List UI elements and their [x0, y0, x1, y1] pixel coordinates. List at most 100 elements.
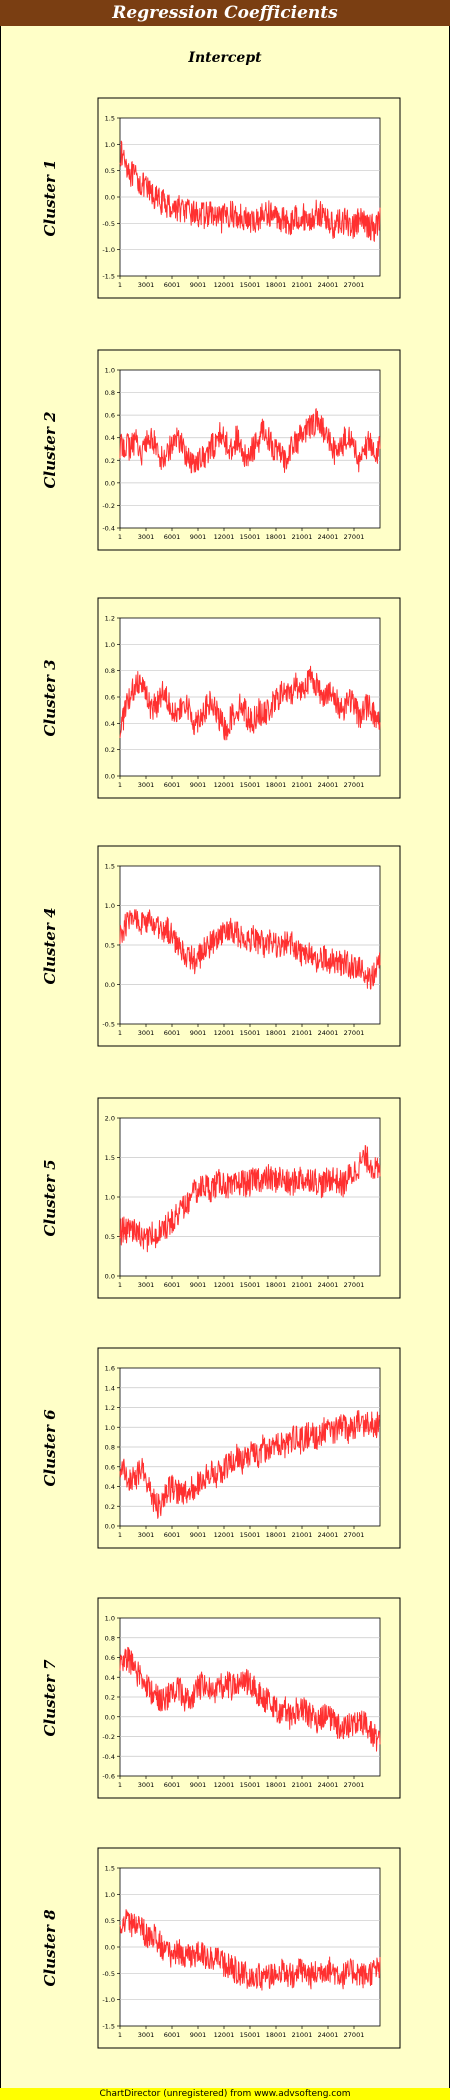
y-tick-label: 0.5: [105, 167, 115, 175]
x-tick-label: 6001: [164, 533, 181, 541]
x-tick-label: 6001: [164, 1781, 181, 1789]
y-tick-label: -0.4: [102, 525, 115, 533]
y-tick-label: 0.8: [105, 1634, 115, 1642]
y-tick-label: 1.6: [105, 1365, 115, 1373]
y-tick-label: 1.2: [105, 615, 115, 623]
x-tick-label: 18001: [266, 533, 287, 541]
x-tick-label: 24001: [318, 1781, 339, 1789]
y-tick-label: -1.0: [102, 1996, 115, 2004]
y-tick-label: 0.4: [105, 1483, 115, 1491]
x-tick-label: 24001: [318, 2031, 339, 2039]
x-tick-label: 18001: [266, 781, 287, 789]
y-tick-label: 0.6: [105, 694, 115, 702]
y-tick-label: -0.5: [102, 1021, 115, 1029]
x-tick-label: 18001: [266, 2031, 287, 2039]
x-tick-label: 6001: [164, 1029, 181, 1037]
x-tick-label: 21001: [292, 281, 313, 289]
x-tick-label: 12001: [214, 1029, 235, 1037]
y-tick-label: 1.5: [105, 1865, 115, 1873]
x-tick-label: 9001: [190, 533, 207, 541]
x-tick-label: 3001: [138, 1029, 155, 1037]
series-line: [119, 665, 381, 741]
y-tick-label: 0.4: [105, 1674, 115, 1682]
x-tick-label: 15001: [240, 281, 261, 289]
x-tick-label: 15001: [240, 1531, 261, 1539]
series-line: [119, 140, 381, 242]
y-tick-label: 0.0: [105, 1273, 115, 1281]
chart-2: 1.0 0.8 0.6 0.4 0.2 0.0 -0.2 -0.41 3001 6001 9001 1…: [97, 349, 401, 551]
series-line: [119, 408, 381, 474]
y-tick-label: 0.6: [105, 1463, 115, 1471]
x-tick-label: 27001: [344, 1029, 365, 1037]
x-tick-label: 21001: [292, 781, 313, 789]
x-tick-label: 1: [118, 281, 122, 289]
x-tick-label: 1: [118, 1531, 122, 1539]
chart-1: 1.5 1.0 0.5 0.0 -0.5 -1.0 -1.51 3001 6001 9001 120…: [97, 97, 401, 299]
series-line: [119, 1410, 381, 1519]
y-tick-label: -0.5: [102, 1970, 115, 1978]
y-tick-label: 0.4: [105, 720, 115, 728]
x-tick-label: 12001: [214, 1281, 235, 1289]
footer-credit: ChartDirector (unregistered) from www.ad…: [0, 2088, 450, 2100]
y-tick-label: 1.0: [105, 1424, 115, 1432]
x-tick-label: 6001: [164, 1281, 181, 1289]
series-line: [119, 909, 381, 990]
x-tick-label: 24001: [318, 533, 339, 541]
y-tick-label: 1.5: [105, 1154, 115, 1162]
y-tick-label: 0.0: [105, 981, 115, 989]
y-tick-label: 1.5: [105, 115, 115, 123]
x-tick-label: 12001: [214, 1531, 235, 1539]
x-tick-label: 21001: [292, 1531, 313, 1539]
chart-8: 1.5 1.0 0.5 0.0 -0.5 -1.0 -1.51 3001 6001 9001 120…: [97, 1847, 401, 2049]
x-tick-label: 1: [118, 533, 122, 541]
x-tick-label: 27001: [344, 533, 365, 541]
x-tick-label: 1: [118, 781, 122, 789]
series-line: [119, 1909, 381, 1991]
page-title: Regression Coefficients: [0, 0, 450, 26]
x-tick-label: 27001: [344, 1281, 365, 1289]
y-tick-label: -0.6: [102, 1773, 115, 1781]
x-tick-label: 6001: [164, 2031, 181, 2039]
x-tick-label: 15001: [240, 533, 261, 541]
y-tick-label: 0.2: [105, 1694, 115, 1702]
y-tick-label: 0.2: [105, 457, 115, 465]
x-tick-label: 18001: [266, 1029, 287, 1037]
y-tick-label: 0.0: [105, 479, 115, 487]
y-tick-label: 1.0: [105, 641, 115, 649]
y-tick-label: 0.0: [105, 1944, 115, 1952]
y-tick-label: 1.2: [105, 1404, 115, 1412]
x-tick-label: 21001: [292, 1029, 313, 1037]
y-tick-label: -0.4: [102, 1753, 115, 1761]
x-tick-label: 21001: [292, 2031, 313, 2039]
x-tick-label: 18001: [266, 1531, 287, 1539]
x-tick-label: 1: [118, 2031, 122, 2039]
x-tick-label: 1: [118, 1281, 122, 1289]
y-tick-label: 1.0: [105, 902, 115, 910]
y-tick-label: 1.0: [105, 367, 115, 375]
y-tick-label: 0.8: [105, 1444, 115, 1452]
x-tick-label: 3001: [138, 1781, 155, 1789]
chart-6: 1.6 1.4 1.2 1.0 0.8 0.6 0.4 0.2 0.01 3001 6001 9001…: [97, 1347, 401, 1549]
y-tick-label: 1.0: [105, 1615, 115, 1623]
chart-3: 1.2 1.0 0.8 0.6 0.4 0.2 0.01 3001 6001 9001 12001 1…: [97, 597, 401, 799]
x-tick-label: 27001: [344, 781, 365, 789]
y-tick-label: 1.4: [105, 1384, 115, 1392]
x-tick-label: 21001: [292, 1781, 313, 1789]
x-tick-label: 27001: [344, 281, 365, 289]
x-tick-label: 27001: [344, 2031, 365, 2039]
y-tick-label: 0.6: [105, 412, 115, 420]
x-tick-label: 3001: [138, 1531, 155, 1539]
y-tick-label: 0.0: [105, 1713, 115, 1721]
x-tick-label: 24001: [318, 781, 339, 789]
y-tick-label: 0.0: [105, 773, 115, 781]
x-tick-label: 15001: [240, 1281, 261, 1289]
x-tick-label: 9001: [190, 1531, 207, 1539]
x-tick-label: 12001: [214, 533, 235, 541]
x-tick-label: 12001: [214, 1781, 235, 1789]
y-tick-label: 2.0: [105, 1115, 115, 1123]
x-tick-label: 6001: [164, 1531, 181, 1539]
x-tick-label: 9001: [190, 2031, 207, 2039]
x-tick-label: 15001: [240, 1781, 261, 1789]
x-tick-label: 18001: [266, 1781, 287, 1789]
x-tick-label: 1: [118, 1781, 122, 1789]
